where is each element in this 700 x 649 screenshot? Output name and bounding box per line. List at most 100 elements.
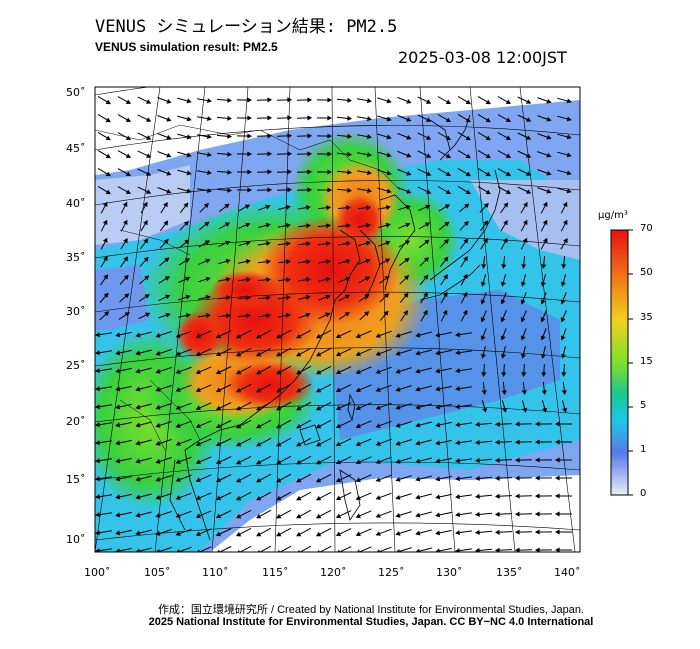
wind-arrow-head	[315, 531, 322, 537]
wind-arrow-head	[335, 531, 342, 537]
wind-arrow-head	[186, 170, 192, 176]
wind-arrow-head	[247, 187, 253, 193]
wind-arrow-head	[375, 513, 381, 518]
wind-arrow-head	[175, 423, 181, 428]
wind-arrow-head	[195, 423, 201, 429]
wind-arrow-head	[485, 153, 491, 159]
wind-arrow-head	[305, 312, 311, 318]
wind-arrow-head	[500, 281, 506, 287]
wind-arrow-head	[521, 390, 527, 396]
wind-arrow-head	[184, 258, 190, 263]
wind-arrow-head	[175, 531, 181, 536]
wind-arrow-head	[286, 277, 292, 283]
wind-arrow-head	[227, 97, 233, 103]
wind-arrow-head	[102, 201, 108, 208]
wind-arrow-head	[95, 332, 101, 338]
wind-arrow-head	[375, 387, 381, 392]
wind-arrow-head	[155, 494, 161, 500]
wind-arrow-head	[195, 333, 201, 339]
wind-arrow-head	[315, 477, 322, 483]
wind-arrow-head	[256, 441, 262, 447]
wind-arrow-head	[195, 387, 201, 393]
wind-arrow-head	[503, 220, 508, 226]
wind-arrow-head	[445, 99, 452, 105]
wind-arrow-head	[415, 404, 421, 410]
wind-arrow-head	[344, 311, 350, 317]
wind-arrow-head	[327, 133, 333, 139]
wind-arrow-head	[327, 169, 333, 175]
wind-arrow-head	[395, 422, 401, 428]
wind-arrow-head	[256, 531, 262, 537]
wind-arrow-head	[494, 511, 500, 517]
wind-arrow-head	[267, 97, 273, 103]
wind-arrow-head	[105, 135, 111, 141]
wind-arrow-head	[215, 459, 222, 465]
wind-arrow-head	[344, 294, 351, 300]
lat-label: 35˚	[66, 251, 86, 264]
wind-arrow-head	[95, 404, 101, 410]
wind-arrow-head	[244, 204, 251, 209]
wind-arrow-head	[186, 188, 192, 194]
wind-arrow-head	[227, 133, 233, 139]
colorbar-tick-label: 35	[640, 312, 653, 323]
wind-arrow-head	[155, 512, 161, 518]
wind-arrow-head	[395, 476, 401, 482]
wind-arrow-head	[525, 171, 532, 176]
wind-arrow-head	[366, 170, 372, 176]
wind-arrow-head	[345, 241, 351, 247]
wind-arrow-head	[455, 512, 461, 518]
wind-arrow-head	[145, 189, 152, 194]
wind-arrow-head	[235, 513, 242, 519]
wind-arrow-head	[554, 475, 560, 481]
wind-arrow-head	[276, 387, 282, 393]
wind-arrow-head	[145, 117, 152, 122]
wind-arrow-head	[514, 493, 520, 499]
wind-arrow-head	[505, 117, 512, 122]
wind-arrow-head	[365, 223, 371, 229]
wind-arrow-head	[235, 477, 242, 483]
wind-arrow-head	[425, 204, 431, 210]
wind-arrow-head	[185, 294, 191, 300]
wind-arrow-head	[364, 276, 371, 282]
wind-arrow-head	[425, 189, 432, 194]
wind-arrow-head	[285, 295, 291, 301]
wind-arrow-head	[534, 457, 540, 463]
wind-arrow-head	[406, 188, 412, 194]
wind-arrow-head	[335, 369, 342, 375]
wind-arrow-head	[455, 350, 461, 356]
wind-arrow-head	[404, 257, 410, 263]
wind-arrow-head	[355, 459, 361, 465]
wind-arrow-head	[554, 439, 560, 445]
wind-arrow-head	[386, 98, 392, 104]
wind-arrow-head	[265, 241, 271, 247]
wind-arrow-head	[500, 299, 506, 305]
wind-arrow-head	[184, 239, 190, 245]
wind-arrow-head	[175, 369, 181, 374]
wind-arrow-head	[522, 407, 528, 413]
wind-arrow-head	[256, 405, 262, 411]
wind-arrow-head	[395, 530, 401, 536]
wind-arrow-head	[560, 299, 566, 305]
wind-arrow-head	[335, 459, 342, 465]
wind-arrow-head	[406, 98, 412, 104]
wind-arrow-head	[135, 404, 141, 410]
wind-arrow-head	[375, 405, 381, 410]
wind-arrow-head	[256, 495, 262, 501]
wind-arrow	[319, 545, 332, 552]
wind-arrow-head	[465, 171, 471, 177]
wind-arrow-head	[315, 513, 322, 519]
wind-arrow-head	[164, 257, 170, 263]
wind-arrow-head	[306, 223, 312, 229]
wind-arrow-head	[115, 440, 121, 446]
wind-arrow-head	[521, 264, 527, 270]
wind-arrow-head	[560, 281, 566, 287]
wind-arrow-head	[206, 188, 212, 194]
wind-arrow-head	[287, 187, 293, 193]
wind-arrow-head	[306, 241, 312, 247]
wind-arrow-head	[145, 171, 152, 176]
wind-arrow-head	[246, 277, 251, 283]
wind-arrow-head	[525, 99, 532, 104]
wind-arrow-head	[522, 237, 528, 244]
wind-arrow-head	[406, 116, 412, 122]
wind-arrow-head	[206, 170, 212, 176]
